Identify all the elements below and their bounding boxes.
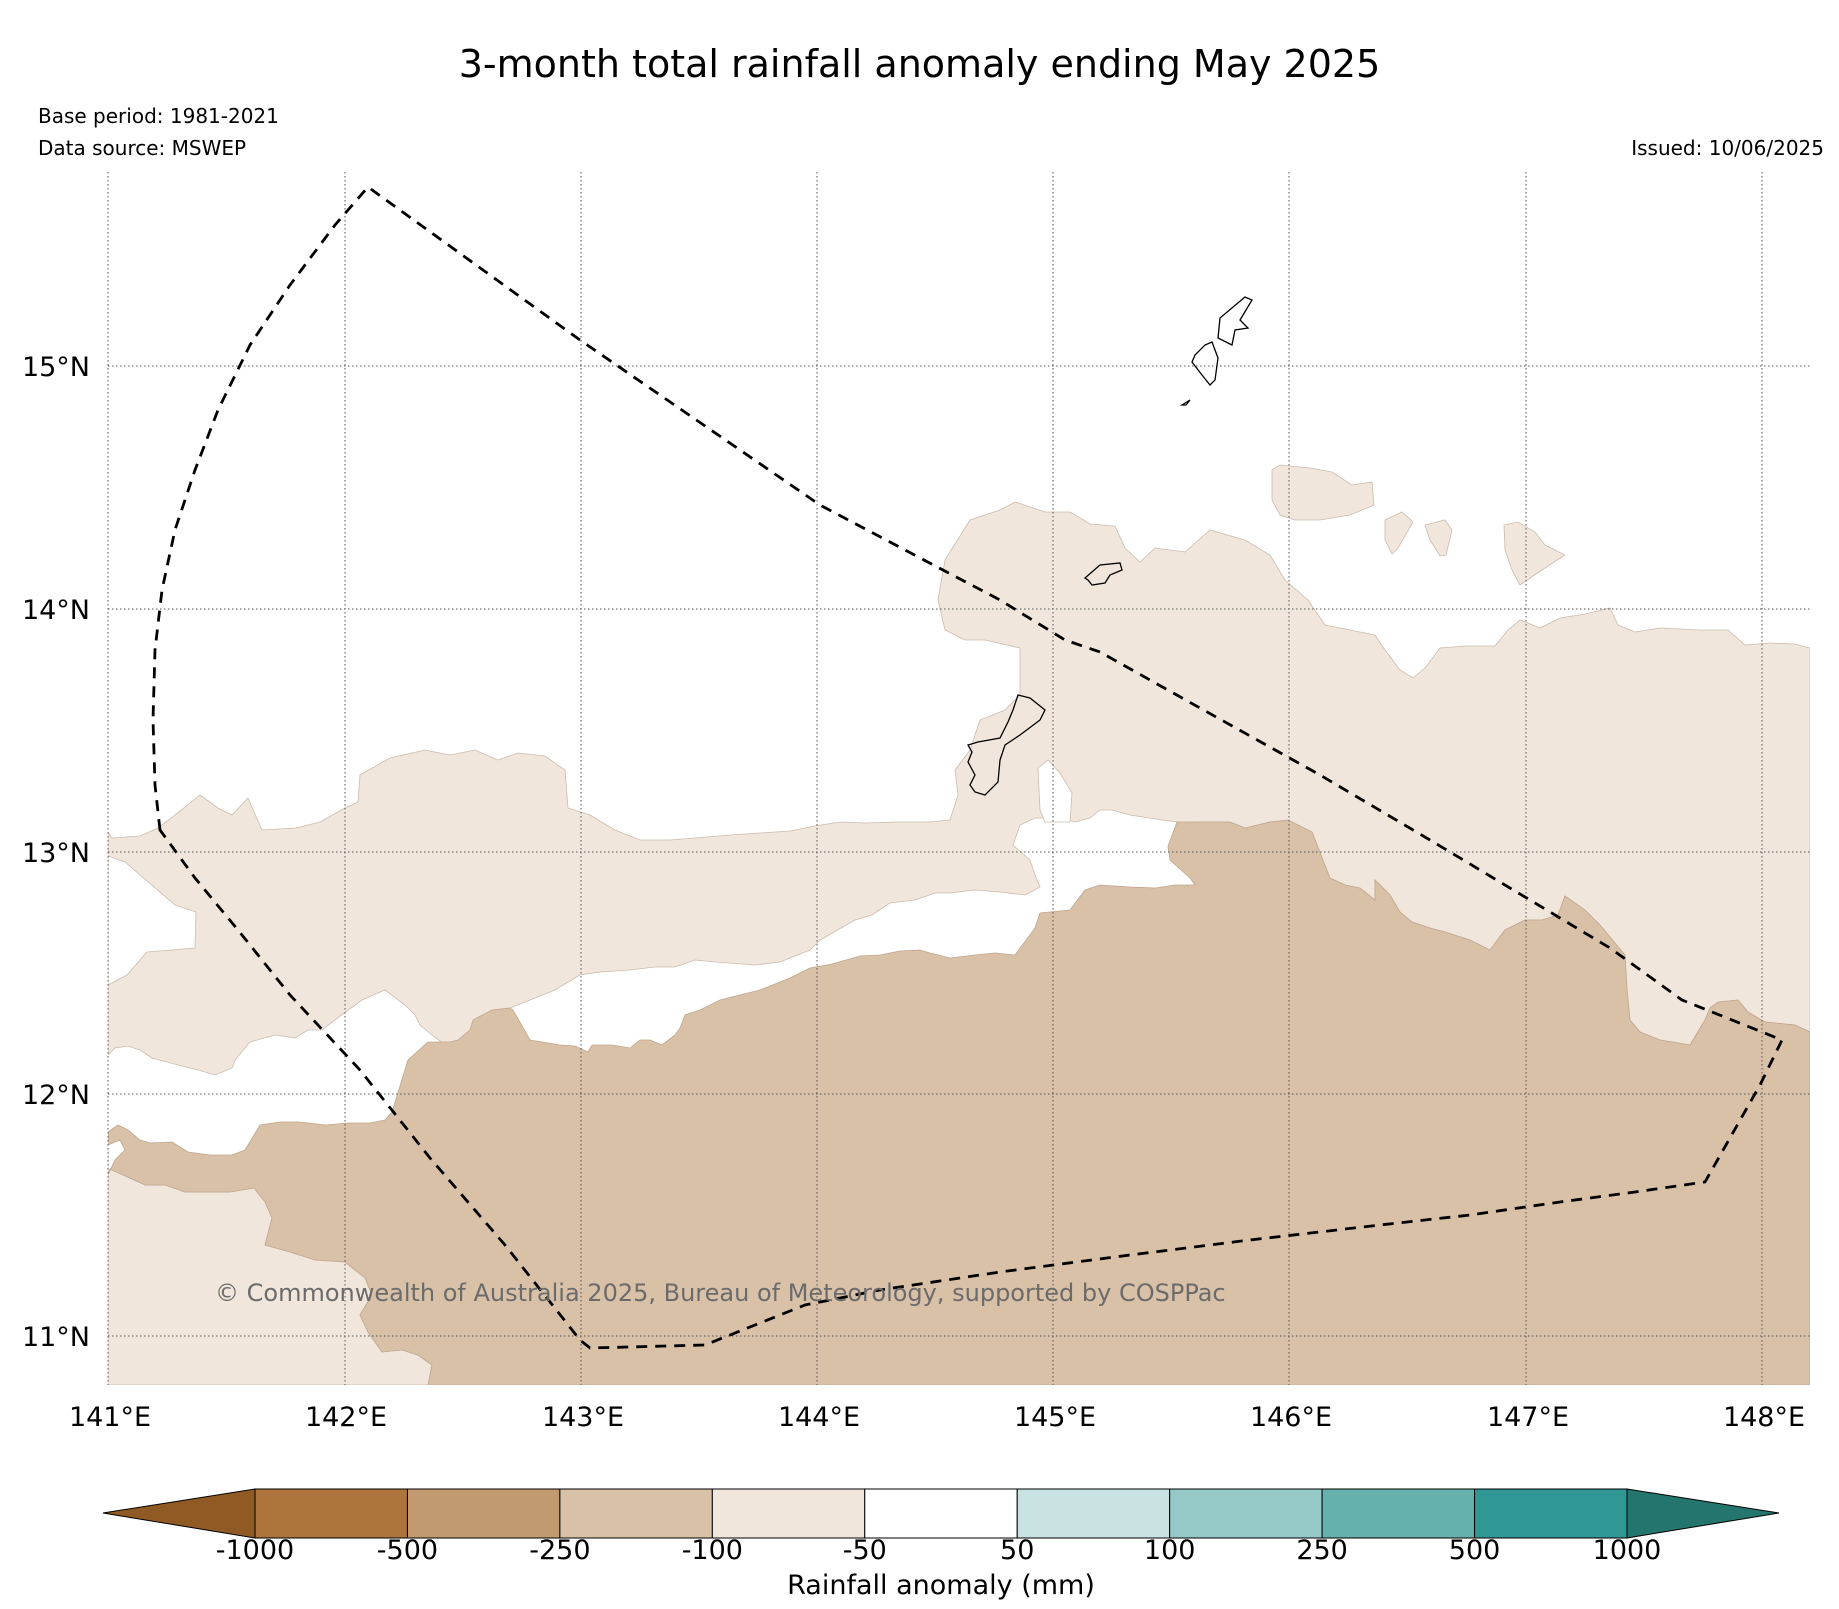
lon-tick-label: 141°E <box>69 1402 151 1433</box>
colorbar-segment <box>864 1488 1018 1539</box>
base-period-text: Base period: 1981-2021 <box>38 104 279 128</box>
colorbar-tick-label: 100 <box>1144 1535 1196 1566</box>
colorbar-segment <box>1321 1488 1476 1539</box>
colorbar-tick-label: -100 <box>682 1535 743 1566</box>
lon-tick-label: 146°E <box>1250 1402 1332 1433</box>
colorbar-segment <box>1474 1488 1628 1539</box>
colorbar-extend-low <box>102 1488 256 1539</box>
lat-tick-label: 11°N <box>22 1322 90 1353</box>
map-title: 3-month total rainfall anomaly ending Ma… <box>458 42 1381 86</box>
lat-tick-label: 15°N <box>22 352 90 383</box>
colorbar-tick-label: 500 <box>1449 1535 1501 1566</box>
colorbar-title: Rainfall anomaly (mm) <box>787 1570 1095 1601</box>
colorbar-segment <box>559 1488 713 1539</box>
lat-tick-label: 14°N <box>22 595 90 626</box>
copyright-text: © Commonwealth of Australia 2025, Bureau… <box>215 1279 1226 1307</box>
colorbar-tick-label: 250 <box>1296 1535 1348 1566</box>
colorbar-segment <box>406 1488 561 1539</box>
lon-tick-labels: 141°E 142°E 143°E 144°E 145°E 146°E 147°… <box>69 1402 1805 1433</box>
colorbar-tick-label: -50 <box>843 1535 887 1566</box>
lon-tick-label: 148°E <box>1723 1402 1805 1433</box>
colorbar-segment <box>1016 1488 1171 1539</box>
lat-tick-label: 13°N <box>22 838 90 869</box>
lon-tick-label: 147°E <box>1487 1402 1569 1433</box>
colorbar: -1000 -500 -250 -100 -50 50 100 250 500 1000 Rain… <box>102 1488 1780 1601</box>
colorbar-tick-label: 1000 <box>1593 1535 1662 1566</box>
anomaly-fill-layer <box>108 464 1810 1385</box>
anomaly-area-dark <box>108 819 1810 1385</box>
lon-tick-label: 143°E <box>542 1402 624 1433</box>
lat-tick-labels: 15°N 14°N 13°N 12°N 11°N <box>22 352 90 1353</box>
lon-tick-label: 142°E <box>305 1402 387 1433</box>
lon-tick-label: 144°E <box>778 1402 860 1433</box>
no-anomaly-area <box>1037 759 1073 823</box>
eez-boundary <box>151 185 1784 1350</box>
lon-tick-label: 145°E <box>1014 1402 1096 1433</box>
colorbar-extend-high <box>1626 1488 1780 1539</box>
colorbar-tick-label: -500 <box>377 1535 438 1566</box>
colorbar-tick-label: -1000 <box>216 1535 294 1566</box>
colorbar-segment <box>711 1488 866 1539</box>
colorbar-tick-label: 50 <box>1000 1535 1034 1566</box>
colorbar-tick-label: -250 <box>529 1535 590 1566</box>
issued-date-text: Issued: 10/06/2025 <box>1631 136 1824 160</box>
colorbar-segment <box>1169 1488 1323 1539</box>
colorbar-segment <box>254 1488 408 1539</box>
lat-tick-label: 12°N <box>22 1080 90 1111</box>
island-outlines <box>967 296 1253 796</box>
data-source-text: Data source: MSWEP <box>38 136 247 160</box>
